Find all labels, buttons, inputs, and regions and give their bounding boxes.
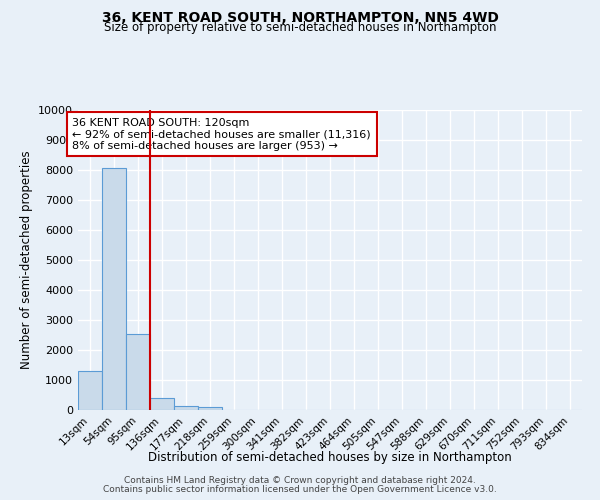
- Text: 36 KENT ROAD SOUTH: 120sqm
← 92% of semi-detached houses are smaller (11,316)
8%: 36 KENT ROAD SOUTH: 120sqm ← 92% of semi…: [73, 118, 371, 150]
- Y-axis label: Number of semi-detached properties: Number of semi-detached properties: [20, 150, 32, 370]
- Bar: [126, 334, 150, 410]
- Bar: [198, 407, 222, 410]
- Text: Size of property relative to semi-detached houses in Northampton: Size of property relative to semi-detach…: [104, 21, 496, 34]
- Text: 36, KENT ROAD SOUTH, NORTHAMPTON, NN5 4WD: 36, KENT ROAD SOUTH, NORTHAMPTON, NN5 4W…: [101, 11, 499, 25]
- Bar: [102, 168, 126, 410]
- Bar: [174, 406, 198, 410]
- Text: Contains HM Land Registry data © Crown copyright and database right 2024.: Contains HM Land Registry data © Crown c…: [124, 476, 476, 485]
- Bar: [150, 398, 174, 410]
- Text: Distribution of semi-detached houses by size in Northampton: Distribution of semi-detached houses by …: [148, 451, 512, 464]
- Text: Contains public sector information licensed under the Open Government Licence v3: Contains public sector information licen…: [103, 485, 497, 494]
- Bar: [78, 371, 102, 410]
